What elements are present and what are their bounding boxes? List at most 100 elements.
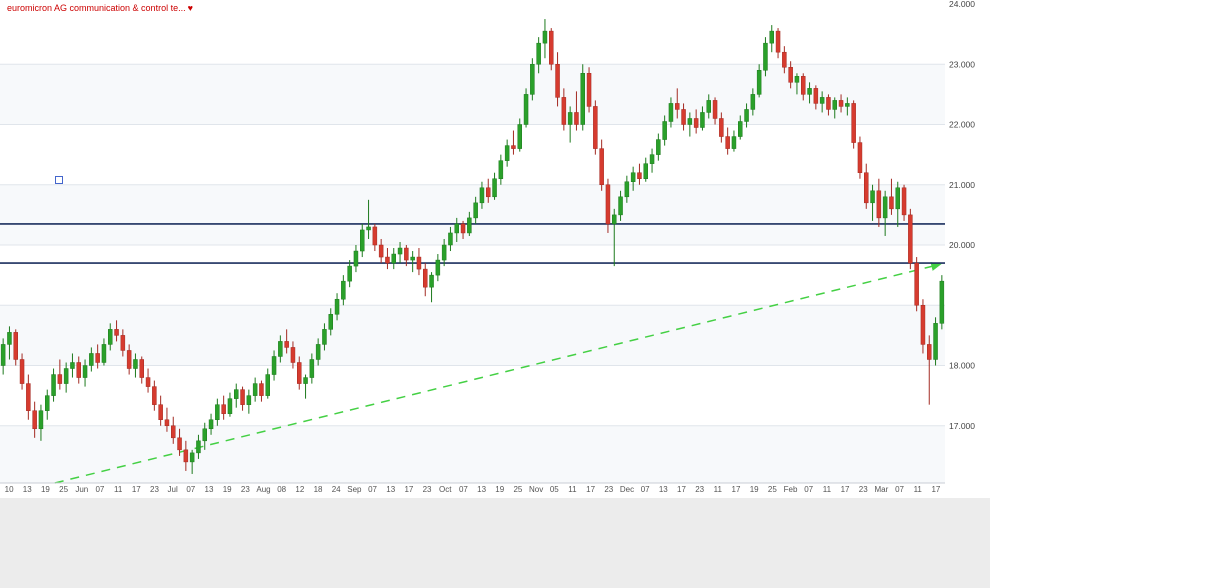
candle-body xyxy=(769,30,774,44)
x-axis-label: 11 xyxy=(914,485,923,494)
candle-body xyxy=(826,97,831,110)
candle-body xyxy=(460,223,466,234)
candle-body xyxy=(738,121,743,137)
candle-body xyxy=(454,223,459,234)
candle-body xyxy=(479,187,485,204)
candle-body xyxy=(687,118,693,125)
instrument-name-label: euromicron AG communication & control te… xyxy=(7,3,186,13)
x-axis-label: 17 xyxy=(841,485,850,494)
candle-body xyxy=(908,214,913,264)
candle-body xyxy=(845,103,850,107)
candle-body xyxy=(114,329,119,336)
footer-area xyxy=(0,498,990,588)
x-axis-label: 08 xyxy=(277,485,286,494)
y-axis-label: 23.000 xyxy=(949,59,975,69)
candle-body xyxy=(574,112,579,125)
candle-body xyxy=(240,389,245,405)
candle-body xyxy=(448,232,453,246)
x-axis-label: 07 xyxy=(368,485,377,494)
candle-body xyxy=(265,374,270,396)
candle-body xyxy=(725,136,730,149)
candle-body xyxy=(549,30,554,65)
x-axis-label: 23 xyxy=(423,485,432,494)
x-axis-label: 25 xyxy=(59,485,68,494)
x-axis-label: 13 xyxy=(205,485,214,494)
candlestick-chart-canvas[interactable]: 24.000 23.000 22.000 21.000 20.000 18.000 17.0… xyxy=(0,0,990,497)
y-axis-label: 20.000 xyxy=(949,240,975,250)
candle-body xyxy=(498,160,504,179)
gridlines-layer xyxy=(0,63,945,427)
candle-body xyxy=(593,106,598,149)
candle-body xyxy=(196,440,201,454)
candle-body xyxy=(397,247,403,255)
x-axis-label: 23 xyxy=(150,485,159,494)
drawn-objects-layer[interactable] xyxy=(0,223,945,484)
candle-body xyxy=(801,76,806,95)
candle-body xyxy=(782,51,787,68)
candle-body xyxy=(202,428,207,442)
candle-body xyxy=(366,226,371,231)
candle-body xyxy=(473,202,478,219)
candle-body xyxy=(530,64,535,95)
candle-body xyxy=(857,142,863,173)
candle-body xyxy=(618,196,623,216)
candle-body xyxy=(580,73,585,125)
candle-body xyxy=(511,145,516,149)
candle-body xyxy=(668,103,674,122)
candle-body xyxy=(19,359,25,384)
x-axis-label: Aug xyxy=(256,485,270,494)
y-axis-label: 17.000 xyxy=(949,421,975,431)
candle-body xyxy=(656,139,661,155)
x-axis-label: Oct xyxy=(439,485,452,494)
x-axis-label: 11 xyxy=(823,485,832,494)
x-axis-label: 18 xyxy=(314,485,323,494)
candle-body xyxy=(334,298,340,315)
x-axis-label: 13 xyxy=(386,485,395,494)
x-axis-label: 05 xyxy=(550,485,559,494)
candle-body xyxy=(108,329,113,345)
candle-body xyxy=(177,437,182,451)
favorite-heart-icon[interactable]: ♥ xyxy=(187,3,193,13)
annotation-square-marker[interactable] xyxy=(55,176,63,184)
candle-body xyxy=(744,109,749,122)
candle-body xyxy=(643,163,648,179)
candle-body xyxy=(788,67,793,83)
candle-body xyxy=(360,229,365,252)
candle-body xyxy=(423,268,428,288)
candle-body xyxy=(523,94,529,125)
candle-body xyxy=(70,362,75,369)
background-band xyxy=(0,184,945,246)
axes-labels-layer: 24.000 23.000 22.000 21.000 20.000 18.000 17.0… xyxy=(0,0,975,494)
candle-body xyxy=(882,196,888,219)
candle-body xyxy=(152,386,157,405)
candle-body xyxy=(731,136,737,149)
candle-body xyxy=(813,88,819,104)
x-axis-label: 10 xyxy=(5,485,14,494)
candle-body xyxy=(404,247,409,261)
candle-body xyxy=(681,109,686,125)
candle-body xyxy=(391,253,396,264)
candle-body xyxy=(624,181,630,198)
candle-body xyxy=(328,314,333,330)
candle-body xyxy=(612,214,617,225)
candle-body xyxy=(32,410,37,430)
chart-title[interactable]: euromicron AG communication & control te… xyxy=(7,3,193,13)
candle-body xyxy=(662,121,667,140)
candle-body xyxy=(297,362,302,384)
candle-body xyxy=(586,73,592,107)
x-axis-label: 17 xyxy=(931,485,940,494)
x-axis-label: 17 xyxy=(586,485,595,494)
trendline[interactable] xyxy=(54,262,942,484)
x-axis-label: Jul xyxy=(168,485,178,494)
x-axis-label: 17 xyxy=(677,485,686,494)
candle-body xyxy=(889,196,894,210)
candle-body xyxy=(933,323,938,360)
x-axis-label: 23 xyxy=(241,485,250,494)
candle-body xyxy=(756,70,762,95)
candle-body xyxy=(145,377,151,387)
candle-body xyxy=(939,280,945,324)
candle-body xyxy=(794,76,800,83)
x-axis-label: 19 xyxy=(223,485,232,494)
background-band xyxy=(0,305,945,366)
